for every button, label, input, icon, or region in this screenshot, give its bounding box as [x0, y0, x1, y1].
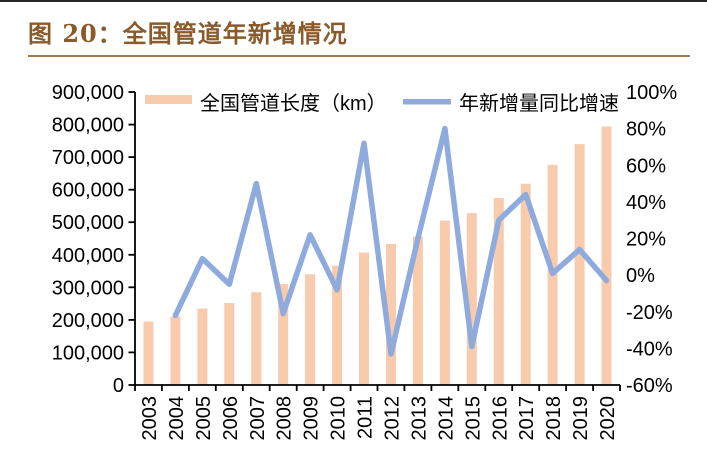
right-tick-label: -60%	[626, 375, 673, 397]
right-tick-label: 80%	[626, 119, 666, 141]
top-border-rule	[0, 0, 707, 2]
bar-2007	[251, 292, 262, 385]
x-tick-label-2016: 2016	[489, 396, 511, 441]
bar-2010	[332, 265, 343, 385]
left-tick-label: 900,000	[52, 82, 124, 104]
left-tick-label: 400,000	[52, 245, 124, 267]
right-tick-label: 100%	[626, 82, 677, 104]
x-tick-label-2008: 2008	[274, 396, 296, 441]
right-tick-label: 60%	[626, 155, 666, 177]
growth-rate-line	[172, 125, 610, 357]
x-tick-label-2010: 2010	[328, 396, 350, 441]
figure-title: 图 20：全国管道年新增情况	[28, 14, 348, 49]
left-tick-label: 300,000	[52, 277, 124, 299]
x-tick-label-2017: 2017	[516, 396, 538, 441]
x-tick-label-2003: 2003	[139, 396, 161, 441]
bar-2019	[574, 144, 585, 385]
right-tick-label: -40%	[626, 338, 673, 360]
x-tick-label-2015: 2015	[462, 396, 484, 441]
bar-2014	[439, 220, 450, 385]
x-tick-label-2006: 2006	[220, 396, 242, 441]
x-tick-label-2018: 2018	[543, 396, 565, 441]
x-tick-label-2020: 2020	[597, 396, 619, 441]
bar-2003	[143, 321, 154, 385]
bar-2015	[466, 213, 477, 385]
left-axis-labels: 0 100,000 200,000 300,000 400,000 500,000 600,…	[52, 82, 124, 397]
bar-2006	[224, 303, 235, 385]
left-tick-label: 200,000	[52, 310, 124, 332]
bar-2020	[601, 126, 612, 385]
x-tick-label-2007: 2007	[247, 396, 269, 441]
x-tick-label-2013: 2013	[408, 396, 430, 441]
figure-label: 图 20：	[28, 19, 123, 48]
axes	[128, 91, 621, 391]
legend-bar-swatch	[145, 95, 192, 104]
right-tick-label: 0%	[626, 265, 655, 287]
legend-label-pipeline-length: 全国管道长度（km）	[200, 92, 387, 115]
legend-label-growth-rate: 年新增量同比增速	[459, 92, 619, 115]
figure-title-text: 全国管道年新增情况	[122, 19, 348, 48]
legend-line-swatch	[403, 99, 451, 105]
bar-2012	[386, 244, 396, 385]
bar-2016	[493, 198, 504, 385]
bar-2004	[170, 316, 181, 385]
x-axis-labels: 2003 2004 2005 2006 2007 2008 2009 2010 2011 2012…	[139, 396, 619, 441]
bar-2017	[520, 183, 531, 385]
x-tick-label-2014: 2014	[435, 396, 457, 441]
right-tick-label: -20%	[626, 302, 673, 324]
right-tick-label: 20%	[626, 229, 666, 251]
bar-2008	[278, 284, 289, 385]
left-tick-label: 600,000	[52, 180, 124, 202]
title-underline	[28, 55, 690, 57]
x-tick-label-2005: 2005	[193, 396, 215, 441]
left-tick-label: 0	[113, 375, 124, 397]
right-axis-labels: -60% -40% -20% 0% 20% 40% 60% 80% 100%	[626, 82, 677, 397]
left-tick-label: 700,000	[52, 147, 124, 169]
x-tick-label-2019: 2019	[570, 396, 592, 441]
bar-2011	[359, 252, 369, 385]
x-tick-label-2004: 2004	[166, 396, 188, 441]
bar-2009	[305, 274, 316, 385]
bar-2005	[197, 308, 208, 385]
x-tick-label-2011: 2011	[355, 396, 377, 439]
legend: 全国管道长度（km） 年新增量同比增速	[145, 92, 619, 115]
x-tick-label-2012: 2012	[382, 396, 404, 441]
left-tick-label: 800,000	[52, 115, 124, 137]
left-tick-label: 500,000	[52, 212, 124, 234]
bar-2013	[412, 236, 423, 385]
x-tick-label-2009: 2009	[301, 396, 323, 441]
right-tick-label: 40%	[626, 192, 666, 214]
pipeline-chart: 0 100,000 200,000 300,000 400,000 500,000 600,…	[52, 82, 678, 441]
left-tick-label: 100,000	[52, 342, 124, 364]
